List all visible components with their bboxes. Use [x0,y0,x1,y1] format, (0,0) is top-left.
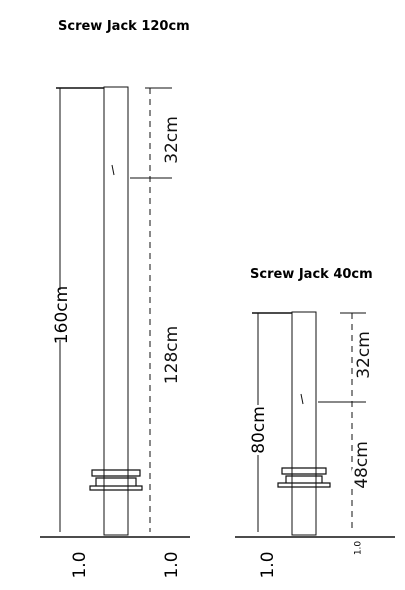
jack-40: Screw Jack 40cm 80cm 32cm 48cm 1.0 1.0 [235,267,395,579]
jack-title: Screw Jack 40cm [250,267,373,282]
pin [300,393,304,405]
base-nut [89,469,143,491]
top-length: 32cm [162,116,182,164]
base-width: 1.0 [258,551,278,578]
threaded-rod [103,86,129,536]
base-width: 1.0 [70,551,90,578]
jack-title: Screw Jack 120cm [58,19,190,34]
total-height: 80cm [249,406,269,454]
jack-120: Screw Jack 120cm 160cm 32cm 128cm 1.0 1.… [40,19,190,579]
bottom-length: 48cm [352,441,372,489]
base-width: 1.0 [162,551,182,578]
bottom-length: 128cm [162,326,182,384]
top-length: 32cm [354,331,374,379]
base-width: 1.0 [354,541,364,556]
pin [111,164,115,176]
total-height: 160cm [52,286,72,344]
base-nut [277,467,331,488]
threaded-rod [291,311,317,536]
